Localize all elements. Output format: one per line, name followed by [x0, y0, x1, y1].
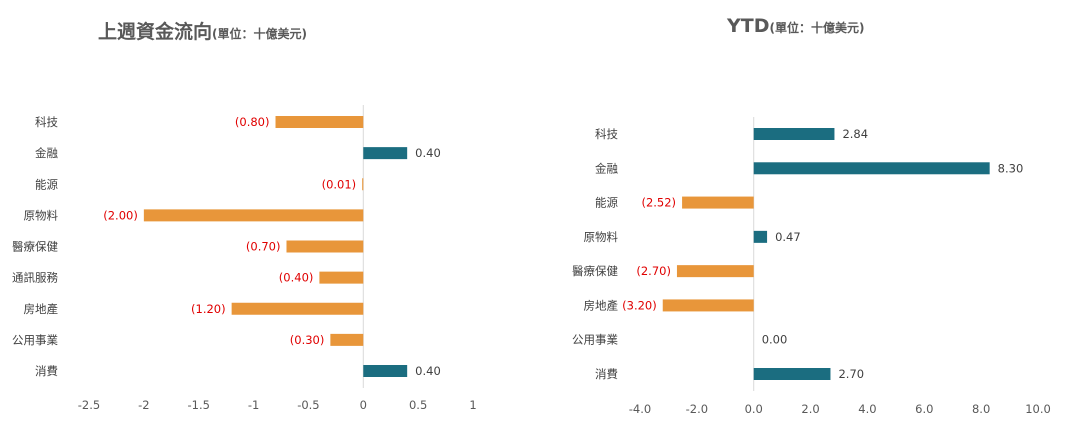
chart-title-unit: (單位：十億美元) — [769, 21, 865, 35]
data-label: (1.20) — [191, 302, 226, 316]
category-label: 醫療保健 — [12, 240, 58, 254]
bar — [662, 299, 754, 312]
category-label: 能源 — [35, 177, 58, 191]
category-label: 通訊服務 — [12, 271, 58, 285]
category-label: 原物料 — [584, 230, 619, 244]
category-label: 公用事業 — [572, 333, 618, 347]
data-label: (0.70) — [246, 240, 281, 254]
x-tick-label: 10.0 — [1025, 402, 1051, 416]
ytd-flow-plot: 科技 2.84 金融 8.30 能源 (2.52) 原物料 0.47 醫療保健 (2.70) 房地產… — [572, 117, 1051, 416]
x-tick-label: 8.0 — [972, 402, 990, 416]
data-label: (0.01) — [322, 177, 357, 191]
ytd-flow-chart: YTD(單位：十億美元) 科技 2.84 金融 8.30 能源 (2.52) 原物料 0.47… — [533, 0, 1066, 433]
bar — [286, 240, 364, 253]
x-tick-label: -4.0 — [629, 402, 651, 416]
data-label: 0.47 — [775, 230, 801, 244]
x-tick-label: -1 — [248, 398, 259, 412]
chart-title-main: YTD — [727, 15, 770, 37]
chart-title-unit: (單位：十億美元) — [212, 27, 307, 41]
x-tick-label: -2.5 — [78, 398, 100, 412]
x-tick-label: 2.0 — [801, 402, 819, 416]
x-tick-label: 1 — [469, 398, 476, 412]
category-label: 能源 — [595, 196, 618, 210]
data-label: (0.80) — [235, 115, 270, 129]
data-label: 2.70 — [838, 367, 864, 381]
category-label: 消費 — [595, 367, 618, 381]
bar — [753, 162, 990, 175]
category-label: 醫療保健 — [572, 264, 618, 278]
bar — [330, 333, 364, 346]
x-tick-label: -2.0 — [686, 402, 708, 416]
x-tick-label: 0 — [360, 398, 367, 412]
x-tick-label: -0.5 — [297, 398, 319, 412]
bar — [753, 368, 831, 380]
x-tick-label: -2 — [138, 398, 149, 412]
bar — [682, 196, 754, 209]
data-label: 0.40 — [415, 364, 441, 378]
data-label: (2.70) — [636, 264, 671, 278]
data-label: (0.40) — [279, 271, 314, 285]
bar — [753, 230, 768, 243]
data-label: 2.84 — [842, 127, 868, 141]
bar — [363, 365, 408, 377]
category-label: 金融 — [595, 161, 618, 175]
category-label: 消費 — [35, 364, 58, 378]
category-label: 科技 — [35, 115, 58, 129]
x-tick-label: 6.0 — [915, 402, 933, 416]
bar — [231, 302, 364, 315]
category-label: 科技 — [595, 127, 618, 141]
bar — [753, 128, 835, 140]
data-label: (2.00) — [103, 208, 138, 222]
weekly-flow-plot: 科技 (0.80) 金融 0.40 能源 (0.01) 原物料 (2.00) 醫療保健 (0.70… — [12, 105, 477, 412]
data-label: (2.52) — [641, 196, 676, 210]
bar — [676, 265, 754, 278]
chart-title-main: 上週資金流向 — [98, 21, 213, 43]
bar — [362, 178, 364, 191]
category-label: 房地產 — [24, 302, 59, 316]
data-label: 0.00 — [762, 333, 788, 347]
bar — [275, 116, 364, 128]
bar — [363, 147, 408, 160]
weekly-flow-chart: 上週資金流向(單位：十億美元) 科技 (0.80) 金融 0.40 能源 (0.01) 原物… — [12, 17, 477, 412]
category-label: 公用事業 — [12, 333, 58, 347]
data-label: 8.30 — [998, 161, 1024, 175]
x-tick-label: -1.5 — [187, 398, 209, 412]
x-tick-label: 0.5 — [409, 398, 427, 412]
bar — [319, 271, 364, 284]
category-label: 金融 — [35, 146, 58, 160]
category-label: 原物料 — [24, 208, 59, 222]
data-label: (0.30) — [290, 333, 325, 347]
chart-title: 上週資金流向(單位：十億美元) — [98, 17, 307, 44]
x-tick-label: 0.0 — [745, 402, 763, 416]
data-label: (3.20) — [622, 298, 657, 312]
chart-title: YTD(單位：十億美元) — [727, 15, 864, 37]
category-label: 房地產 — [584, 298, 619, 312]
bar — [143, 209, 364, 222]
x-tick-label: 4.0 — [858, 402, 876, 416]
data-label: 0.40 — [415, 146, 441, 160]
